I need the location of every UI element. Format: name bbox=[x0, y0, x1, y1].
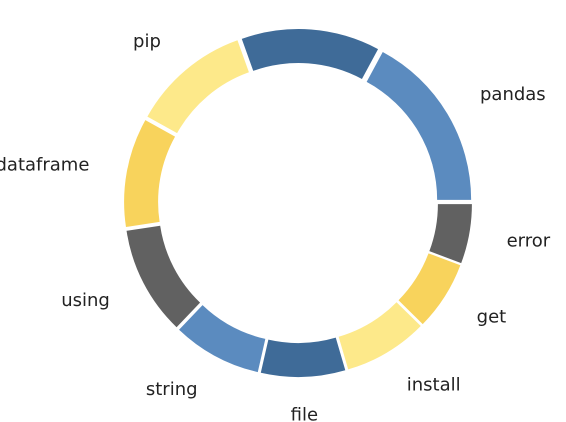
wedge-list bbox=[241, 29, 379, 80]
wedge-using bbox=[126, 225, 201, 328]
label-using: using bbox=[61, 290, 110, 311]
label-pandas: pandas bbox=[480, 84, 546, 105]
label-dataframe: dataframe bbox=[0, 155, 89, 176]
label-list: list bbox=[301, 0, 327, 2]
donut-wedges bbox=[124, 29, 472, 377]
label-pip: pip bbox=[133, 31, 161, 52]
label-string: string bbox=[146, 379, 198, 400]
wedge-get bbox=[398, 253, 461, 325]
wedge-error bbox=[429, 204, 472, 264]
wedge-dataframe bbox=[124, 120, 176, 227]
donut-labels: pandas list pip dataframe using string file ins… bbox=[0, 0, 551, 422]
label-error: error bbox=[507, 230, 551, 251]
wedge-string bbox=[179, 305, 266, 373]
label-file: file bbox=[291, 404, 318, 422]
wedge-install bbox=[338, 302, 421, 370]
wedge-file bbox=[260, 337, 346, 377]
wedge-pip bbox=[147, 40, 249, 134]
label-get: get bbox=[477, 307, 507, 328]
wedge-pandas bbox=[366, 51, 472, 200]
label-install: install bbox=[407, 374, 461, 395]
